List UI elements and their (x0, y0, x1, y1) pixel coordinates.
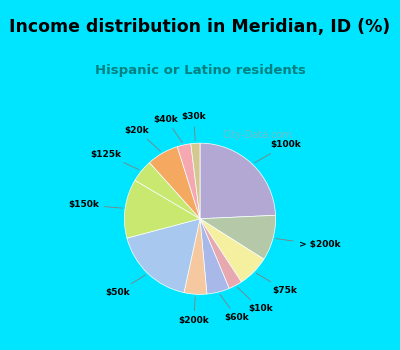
Wedge shape (191, 143, 200, 219)
Text: $40k: $40k (154, 114, 182, 142)
Text: $10k: $10k (238, 287, 272, 313)
Wedge shape (184, 219, 207, 294)
Text: $125k: $125k (90, 149, 139, 170)
Text: Hispanic or Latino residents: Hispanic or Latino residents (94, 64, 306, 77)
Text: $60k: $60k (220, 294, 249, 322)
Wedge shape (124, 180, 200, 238)
Text: $30k: $30k (182, 112, 206, 140)
Text: $75k: $75k (256, 273, 298, 295)
Wedge shape (177, 144, 200, 219)
Text: Income distribution in Meridian, ID (%): Income distribution in Meridian, ID (%) (9, 19, 391, 36)
Text: $20k: $20k (125, 126, 160, 151)
Wedge shape (200, 219, 264, 282)
Wedge shape (200, 219, 229, 294)
Text: $150k: $150k (68, 200, 122, 209)
Wedge shape (150, 147, 200, 219)
Wedge shape (135, 162, 200, 219)
Wedge shape (200, 143, 276, 219)
Wedge shape (200, 215, 276, 259)
Text: $50k: $50k (105, 275, 146, 297)
Text: $100k: $100k (255, 140, 301, 163)
Wedge shape (127, 219, 200, 293)
Text: > $200k: > $200k (276, 239, 340, 250)
Text: City-Data.com: City-Data.com (223, 130, 293, 140)
Wedge shape (200, 219, 242, 288)
Text: $200k: $200k (178, 297, 209, 325)
